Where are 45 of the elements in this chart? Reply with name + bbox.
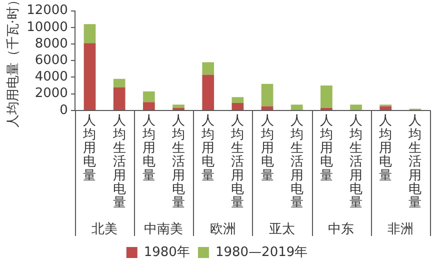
x-tick-label: 人均用电量 [378,114,392,184]
x-tick-label: 人均生活用电量 [230,114,244,211]
x-tick-label: 人均生活用电量 [112,114,126,211]
bar [380,106,392,110]
text: 亚太 [269,222,296,237]
y-tick-label: 0 [60,102,68,118]
legend-label: 1980—2019年 [215,244,308,260]
y-tick-label: 6000 [34,53,68,68]
y-tick-label: 8000 [34,36,68,52]
bar [320,86,332,108]
bar [261,84,274,106]
bar [143,91,155,102]
x-tick-label: 人均用电量 [141,114,156,184]
x-tick-label: 人均生活用电量 [408,114,422,211]
bar [202,74,214,110]
y-tick-label: 2000 [34,86,68,102]
bar [232,102,244,110]
bar [84,43,96,110]
bar [143,102,155,110]
y-tick-label: 10000 [26,20,68,35]
y-axis-title: 人均用电量（千瓦·时） [6,0,22,128]
bar [172,104,184,108]
x-tick-label: 人均用电量 [82,114,96,184]
y-tick-label: 4000 [34,70,68,85]
x-tick-label: 人均用电量 [260,114,274,184]
x-tick-label: 人均生活用电量 [289,114,304,211]
text: 非洲 [387,222,414,237]
text: 北美 [92,220,118,237]
bar [350,104,362,110]
bar [113,87,126,110]
x-tick-label: 人均生活用电量 [348,114,363,211]
bar [290,104,303,110]
bar [84,24,96,44]
bar [261,106,274,110]
legend-label: 1980年 [144,244,190,260]
x-tick-label: 人均用电量 [318,114,333,184]
bar [232,97,244,103]
text: 中东 [328,222,354,237]
y-tick-label: 12000 [26,3,68,18]
text: 中南美 [144,220,184,237]
x-tick-label: 人均用电量 [200,114,215,184]
bar [202,62,214,75]
text: 欧洲 [210,222,236,237]
bar [113,78,126,88]
x-tick-label: 人均生活用电量 [171,114,186,211]
